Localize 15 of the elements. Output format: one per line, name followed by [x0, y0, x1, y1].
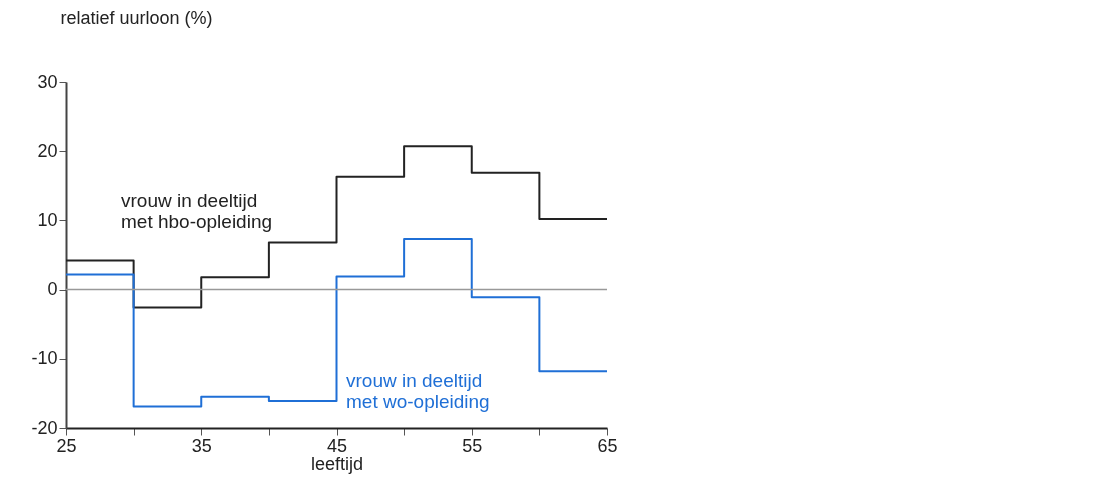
y-tick-label: -20 — [31, 417, 58, 438]
x-tick-label: 55 — [462, 435, 483, 456]
x-axis-title: leeftijd — [310, 453, 364, 474]
x-tick-label: 45 — [326, 435, 348, 456]
y-tick-label: -10 — [31, 348, 58, 369]
y-tick-label: 10 — [37, 209, 58, 230]
x-tick-label: 35 — [191, 435, 212, 456]
y-tick-label: 20 — [37, 140, 58, 161]
x-tick-label: 65 — [597, 435, 618, 456]
y-tick-label: 30 — [37, 71, 58, 92]
y-tick-label: 0 — [47, 279, 58, 300]
series-label: vrouw in deeltijd met hbo-opleiding — [121, 190, 273, 232]
y-axis-title: relatief uurloon (%) — [60, 7, 213, 28]
series-label: vrouw in deeltijd met wo-opleiding — [346, 370, 490, 412]
x-tick-label: 25 — [56, 435, 77, 456]
